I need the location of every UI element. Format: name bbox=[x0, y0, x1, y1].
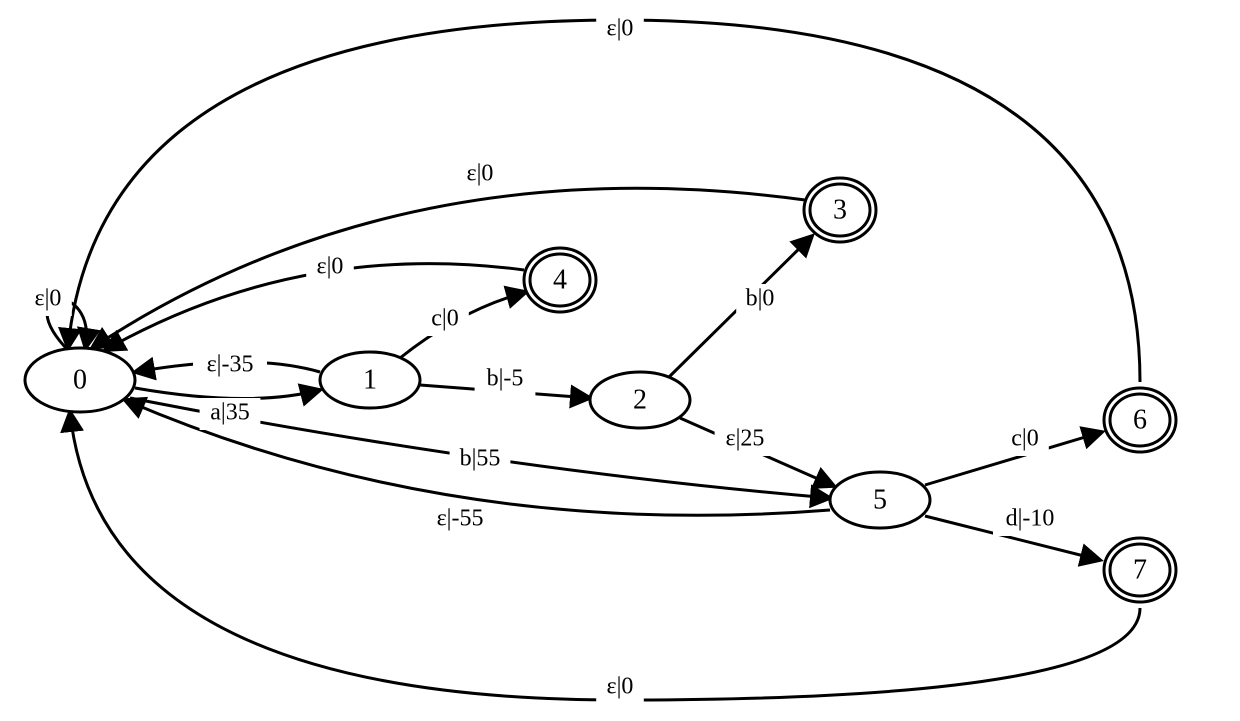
edge-label-0-5: b|55 bbox=[460, 446, 501, 472]
edge-label-6-0: ε|0 bbox=[607, 16, 634, 42]
edge-label-1-4: c|0 bbox=[431, 306, 458, 332]
node-1: 1 bbox=[320, 352, 420, 408]
node-3: 3 bbox=[804, 178, 876, 242]
node-2: 2 bbox=[590, 372, 690, 428]
edge-6-0 bbox=[68, 20, 1140, 382]
node-6: 6 bbox=[1104, 388, 1176, 452]
edge-label-2-5: ε|25 bbox=[726, 426, 765, 452]
edge-7-0 bbox=[70, 412, 1140, 700]
edge-label-0-0: ε|0 bbox=[35, 286, 62, 312]
node-label-3: 3 bbox=[833, 194, 847, 225]
edge-label-4-0: ε|0 bbox=[317, 254, 344, 280]
fst-diagram: 0 1 2 3 4 5 6 7 ε|0 a|35 ε|-35 b|-5 c|0 b|0 ε|25 c|0 d|… bbox=[0, 0, 1240, 721]
edge-0-1 bbox=[135, 388, 320, 399]
node-7: 7 bbox=[1104, 538, 1176, 602]
edge-label-1-2: b|-5 bbox=[487, 366, 524, 392]
edge-label-3-0: ε|0 bbox=[467, 161, 494, 187]
node-label-2: 2 bbox=[633, 384, 647, 415]
node-label-0: 0 bbox=[73, 364, 87, 395]
node-label-7: 7 bbox=[1133, 554, 1147, 585]
node-0: 0 bbox=[25, 348, 135, 412]
node-label-5: 5 bbox=[873, 484, 887, 515]
edge-label-2-3: b|0 bbox=[746, 286, 775, 312]
edge-label-5-7: d|-10 bbox=[1006, 506, 1055, 532]
node-label-6: 6 bbox=[1133, 404, 1147, 435]
node-5: 5 bbox=[830, 472, 930, 528]
node-label-4: 4 bbox=[553, 264, 567, 295]
edge-label-1-0: ε|-35 bbox=[207, 352, 254, 378]
node-label-1: 1 bbox=[363, 364, 377, 395]
edge-label-0-1: a|35 bbox=[210, 400, 249, 426]
edge-label-7-0: ε|0 bbox=[607, 674, 634, 700]
node-4: 4 bbox=[524, 248, 596, 312]
edge-label-5-0: ε|-55 bbox=[437, 506, 484, 532]
edge-label-5-6: c|0 bbox=[1011, 426, 1038, 452]
